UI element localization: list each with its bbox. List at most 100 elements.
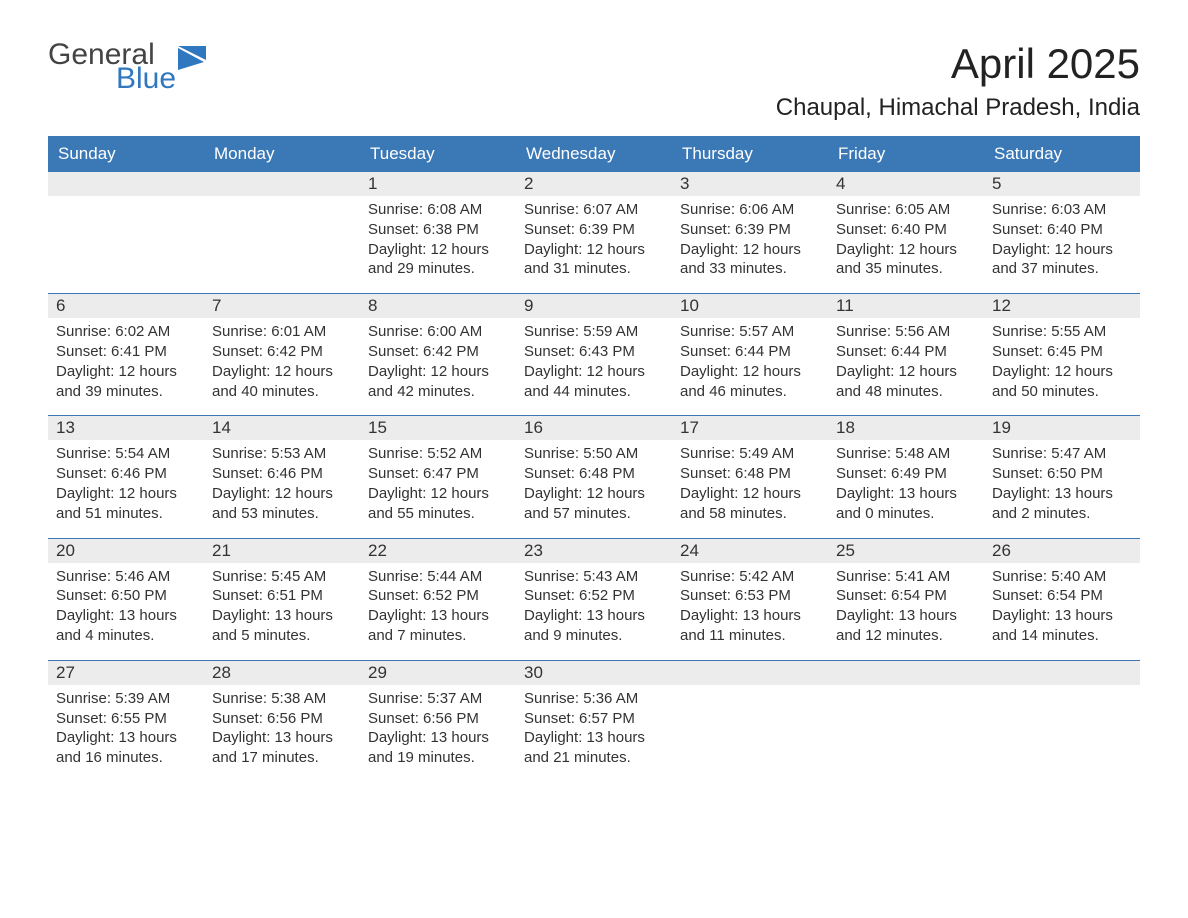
- day-number: 2: [516, 172, 672, 196]
- col-header: Friday: [828, 136, 984, 172]
- daylight-text: Daylight: 13 hours and 19 minutes.: [368, 728, 508, 768]
- calendar-day: 7Sunrise: 6:01 AMSunset: 6:42 PMDaylight…: [204, 294, 360, 415]
- day-info: Sunrise: 6:05 AMSunset: 6:40 PMDaylight:…: [828, 196, 984, 279]
- sunrise-text: Sunrise: 5:47 AM: [992, 444, 1132, 464]
- calendar-day: [828, 661, 984, 782]
- day-info: Sunrise: 6:00 AMSunset: 6:42 PMDaylight:…: [360, 318, 516, 401]
- sunset-text: Sunset: 6:42 PM: [368, 342, 508, 362]
- day-info: Sunrise: 5:38 AMSunset: 6:56 PMDaylight:…: [204, 685, 360, 768]
- sunrise-text: Sunrise: 5:39 AM: [56, 689, 196, 709]
- sunset-text: Sunset: 6:50 PM: [992, 464, 1132, 484]
- calendar-day: 20Sunrise: 5:46 AMSunset: 6:50 PMDayligh…: [48, 539, 204, 660]
- sunset-text: Sunset: 6:54 PM: [992, 586, 1132, 606]
- daylight-text: Daylight: 13 hours and 9 minutes.: [524, 606, 664, 646]
- sunset-text: Sunset: 6:40 PM: [992, 220, 1132, 240]
- sunset-text: Sunset: 6:57 PM: [524, 709, 664, 729]
- calendar-week: 6Sunrise: 6:02 AMSunset: 6:41 PMDaylight…: [48, 293, 1140, 415]
- calendar-day: [672, 661, 828, 782]
- calendar-day: [984, 661, 1140, 782]
- sunset-text: Sunset: 6:42 PM: [212, 342, 352, 362]
- day-number: [48, 172, 204, 196]
- day-info: Sunrise: 6:03 AMSunset: 6:40 PMDaylight:…: [984, 196, 1140, 279]
- daylight-text: Daylight: 12 hours and 39 minutes.: [56, 362, 196, 402]
- daylight-text: Daylight: 13 hours and 16 minutes.: [56, 728, 196, 768]
- sunrise-text: Sunrise: 5:44 AM: [368, 567, 508, 587]
- day-info: Sunrise: 5:43 AMSunset: 6:52 PMDaylight:…: [516, 563, 672, 646]
- logo-text-blue: Blue: [116, 64, 176, 94]
- day-info: Sunrise: 5:54 AMSunset: 6:46 PMDaylight:…: [48, 440, 204, 523]
- calendar-day: 24Sunrise: 5:42 AMSunset: 6:53 PMDayligh…: [672, 539, 828, 660]
- daylight-text: Daylight: 13 hours and 0 minutes.: [836, 484, 976, 524]
- sunset-text: Sunset: 6:55 PM: [56, 709, 196, 729]
- daylight-text: Daylight: 13 hours and 14 minutes.: [992, 606, 1132, 646]
- calendar-day: 12Sunrise: 5:55 AMSunset: 6:45 PMDayligh…: [984, 294, 1140, 415]
- day-number: 11: [828, 294, 984, 318]
- sunrise-text: Sunrise: 6:06 AM: [680, 200, 820, 220]
- day-info: Sunrise: 5:48 AMSunset: 6:49 PMDaylight:…: [828, 440, 984, 523]
- daylight-text: Daylight: 12 hours and 31 minutes.: [524, 240, 664, 280]
- sunrise-text: Sunrise: 6:00 AM: [368, 322, 508, 342]
- day-info: Sunrise: 6:01 AMSunset: 6:42 PMDaylight:…: [204, 318, 360, 401]
- sunrise-text: Sunrise: 5:50 AM: [524, 444, 664, 464]
- day-number: 26: [984, 539, 1140, 563]
- daylight-text: Daylight: 13 hours and 17 minutes.: [212, 728, 352, 768]
- sunset-text: Sunset: 6:46 PM: [212, 464, 352, 484]
- sunrise-text: Sunrise: 5:54 AM: [56, 444, 196, 464]
- calendar-day: 29Sunrise: 5:37 AMSunset: 6:56 PMDayligh…: [360, 661, 516, 782]
- day-number: 25: [828, 539, 984, 563]
- calendar-day: 17Sunrise: 5:49 AMSunset: 6:48 PMDayligh…: [672, 416, 828, 537]
- calendar-day: 10Sunrise: 5:57 AMSunset: 6:44 PMDayligh…: [672, 294, 828, 415]
- sunrise-text: Sunrise: 5:42 AM: [680, 567, 820, 587]
- daylight-text: Daylight: 13 hours and 4 minutes.: [56, 606, 196, 646]
- day-number: 12: [984, 294, 1140, 318]
- day-number: 6: [48, 294, 204, 318]
- daylight-text: Daylight: 12 hours and 35 minutes.: [836, 240, 976, 280]
- sunrise-text: Sunrise: 6:08 AM: [368, 200, 508, 220]
- calendar-week: 1Sunrise: 6:08 AMSunset: 6:38 PMDaylight…: [48, 172, 1140, 293]
- sunset-text: Sunset: 6:56 PM: [368, 709, 508, 729]
- sunset-text: Sunset: 6:43 PM: [524, 342, 664, 362]
- sunset-text: Sunset: 6:56 PM: [212, 709, 352, 729]
- calendar-day: 13Sunrise: 5:54 AMSunset: 6:46 PMDayligh…: [48, 416, 204, 537]
- day-number: 23: [516, 539, 672, 563]
- sunrise-text: Sunrise: 5:48 AM: [836, 444, 976, 464]
- header: General Blue April 2025 Chaupal, Himacha…: [48, 40, 1140, 122]
- day-info: Sunrise: 5:46 AMSunset: 6:50 PMDaylight:…: [48, 563, 204, 646]
- calendar-day: 18Sunrise: 5:48 AMSunset: 6:49 PMDayligh…: [828, 416, 984, 537]
- sunrise-text: Sunrise: 5:56 AM: [836, 322, 976, 342]
- sunrise-text: Sunrise: 5:36 AM: [524, 689, 664, 709]
- calendar-week: 27Sunrise: 5:39 AMSunset: 6:55 PMDayligh…: [48, 660, 1140, 782]
- calendar: Sunday Monday Tuesday Wednesday Thursday…: [48, 136, 1140, 782]
- sunrise-text: Sunrise: 5:38 AM: [212, 689, 352, 709]
- day-number: 18: [828, 416, 984, 440]
- daylight-text: Daylight: 13 hours and 11 minutes.: [680, 606, 820, 646]
- calendar-day: 2Sunrise: 6:07 AMSunset: 6:39 PMDaylight…: [516, 172, 672, 293]
- day-info: Sunrise: 5:55 AMSunset: 6:45 PMDaylight:…: [984, 318, 1140, 401]
- sunset-text: Sunset: 6:48 PM: [680, 464, 820, 484]
- calendar-day: 16Sunrise: 5:50 AMSunset: 6:48 PMDayligh…: [516, 416, 672, 537]
- calendar-day: 26 Sunrise: 5:40 AMSunset: 6:54 PMDayligh…: [984, 539, 1140, 660]
- calendar-day: 22Sunrise: 5:44 AMSunset: 6:52 PMDayligh…: [360, 539, 516, 660]
- sunset-text: Sunset: 6:39 PM: [680, 220, 820, 240]
- day-number: [984, 661, 1140, 685]
- daylight-text: Daylight: 13 hours and 21 minutes.: [524, 728, 664, 768]
- daylight-text: Daylight: 13 hours and 7 minutes.: [368, 606, 508, 646]
- daylight-text: Daylight: 12 hours and 48 minutes.: [836, 362, 976, 402]
- daylight-text: Daylight: 12 hours and 55 minutes.: [368, 484, 508, 524]
- sunset-text: Sunset: 6:48 PM: [524, 464, 664, 484]
- sunset-text: Sunset: 6:41 PM: [56, 342, 196, 362]
- day-number: 22: [360, 539, 516, 563]
- day-info: Sunrise: 5:36 AMSunset: 6:57 PMDaylight:…: [516, 685, 672, 768]
- calendar-day: 6Sunrise: 6:02 AMSunset: 6:41 PMDaylight…: [48, 294, 204, 415]
- calendar-day: 3Sunrise: 6:06 AMSunset: 6:39 PMDaylight…: [672, 172, 828, 293]
- sunset-text: Sunset: 6:38 PM: [368, 220, 508, 240]
- day-info: Sunrise: 6:08 AMSunset: 6:38 PMDaylight:…: [360, 196, 516, 279]
- day-info: Sunrise: 6:07 AMSunset: 6:39 PMDaylight:…: [516, 196, 672, 279]
- calendar-day: [48, 172, 204, 293]
- calendar-week: 13Sunrise: 5:54 AMSunset: 6:46 PMDayligh…: [48, 415, 1140, 537]
- sunrise-text: Sunrise: 5:40 AM: [992, 567, 1132, 587]
- sunrise-text: Sunrise: 6:05 AM: [836, 200, 976, 220]
- day-info: Sunrise: 5:39 AMSunset: 6:55 PMDaylight:…: [48, 685, 204, 768]
- calendar-day: 23Sunrise: 5:43 AMSunset: 6:52 PMDayligh…: [516, 539, 672, 660]
- sunrise-text: Sunrise: 5:49 AM: [680, 444, 820, 464]
